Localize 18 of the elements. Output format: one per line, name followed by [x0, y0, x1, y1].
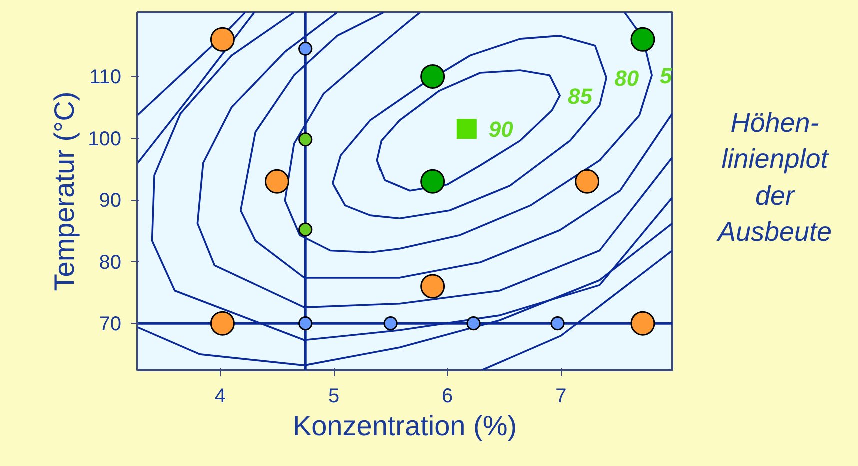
y-tick-label: 110: [90, 66, 122, 89]
series-label: 85: [568, 84, 594, 109]
series-label: 90: [488, 117, 514, 142]
y-tick-label: 90: [99, 190, 122, 212]
text: Höhen- linienplot der Ausbeute: [718, 107, 832, 250]
y-tick-label: 100: [88, 128, 122, 150]
y-tick-label: 70: [99, 314, 122, 336]
y-axis-title: Temperatur (°C): [49, 92, 80, 292]
line-series: [138, 12, 246, 116]
x-tick-label: 6: [442, 386, 454, 408]
line-series: [376, 70, 561, 192]
x-axis-title: Konzentration (%): [292, 410, 518, 442]
x-tick-label: 5: [328, 386, 340, 408]
y-tick-label: 80: [99, 252, 122, 274]
line-series: [332, 35, 608, 220]
x-tick-label: 4: [214, 386, 226, 408]
x-tick-label: 7: [556, 386, 567, 408]
series-label: 80: [614, 66, 640, 91]
